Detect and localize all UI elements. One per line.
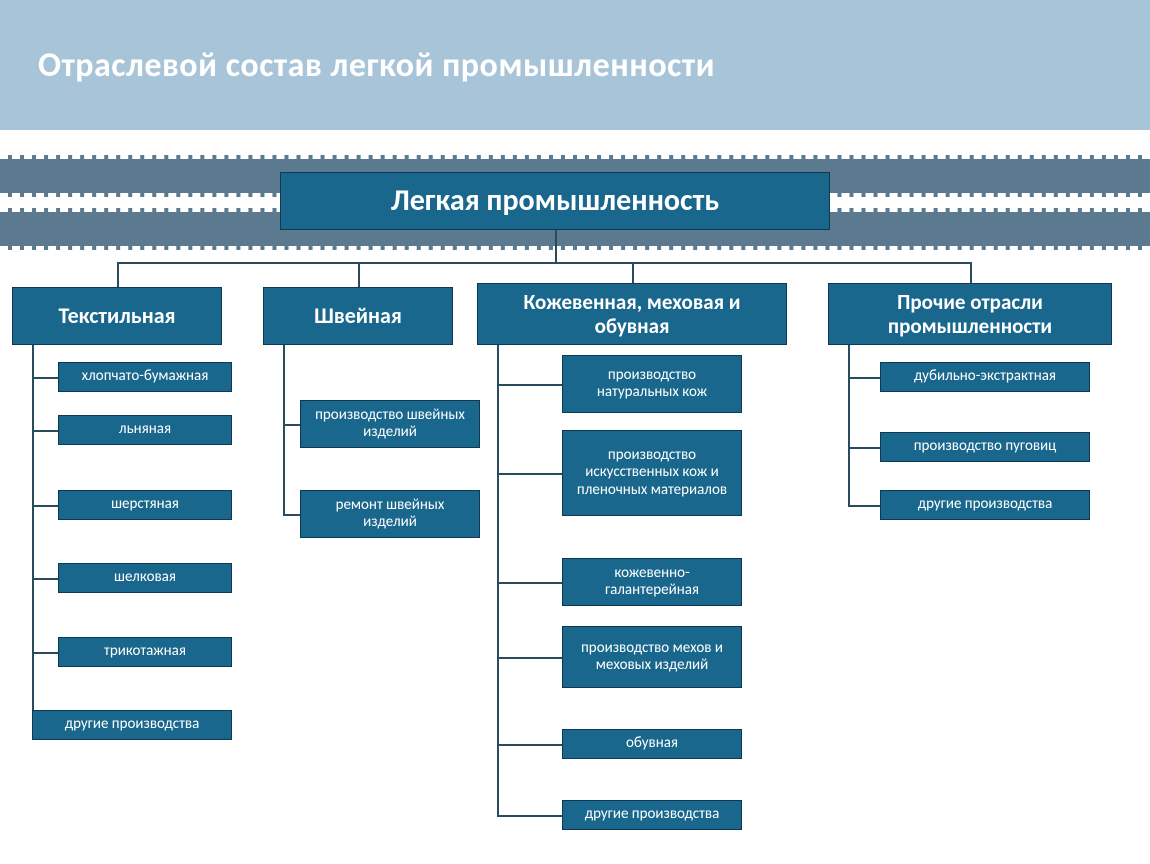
edge-tick-0-3 (32, 578, 58, 580)
node-child-t2: льняная (58, 415, 232, 445)
node-child-t4: шелковая (58, 563, 232, 593)
edge-tick-3-2 (848, 505, 880, 507)
node-child-s1: производство швейных изделий (300, 400, 480, 448)
edge-tick-2-2 (497, 582, 562, 584)
edge-tick-0-2 (32, 505, 58, 507)
edge-tick-2-3 (497, 657, 562, 659)
edge-branch-stub-2 (632, 262, 634, 283)
edge-tick-0-0 (32, 377, 58, 379)
node-child-l1: производство натуральных кож (562, 355, 742, 413)
edge-tick-3-1 (848, 447, 880, 449)
edge-spine-0 (32, 345, 34, 726)
node-child-t3: шерстяная (58, 490, 232, 520)
node-child-o3: другие производства (880, 490, 1090, 520)
edge-tick-2-5 (497, 815, 562, 817)
node-child-t1: хлопчато-бумажная (58, 362, 232, 392)
node-branch-other: Прочие отрасли промышленности (828, 283, 1112, 345)
node-child-o2: производство пуговиц (880, 432, 1090, 462)
node-child-l3: кожевенно-галантерейная (562, 558, 742, 606)
node-branch-textile: Текстильная (12, 287, 222, 345)
node-child-l6: другие производства (562, 800, 742, 830)
edge-branch-stub-0 (117, 262, 119, 287)
page-title: Отраслевой состав легкой промышленности (38, 45, 715, 86)
edge-spine-3 (848, 345, 850, 506)
edge-tick-2-0 (497, 384, 562, 386)
edge-branch-stub-3 (970, 262, 972, 283)
node-child-s2: ремонт швейных изделий (300, 490, 480, 538)
node-child-t6: другие производства (32, 710, 232, 740)
edge-tick-1-1 (283, 514, 300, 516)
node-child-l5: обувная (562, 729, 742, 759)
node-child-o1: дубильно-экстрактная (880, 362, 1090, 392)
edge-tick-2-4 (497, 744, 562, 746)
edge-tick-0-1 (32, 430, 58, 432)
node-root: Легкая промышленность (280, 172, 830, 230)
edge-tick-2-1 (497, 473, 562, 475)
node-child-l4: производство мехов и меховых изделий (562, 626, 742, 688)
edge-spine-1 (283, 345, 285, 515)
edge-tick-0-4 (32, 652, 58, 654)
edge-root-bus (117, 262, 972, 264)
edge-root-stub (555, 230, 557, 262)
node-child-l2: производство искусственных кож и пленочн… (562, 430, 742, 516)
title-band: Отраслевой состав легкой промышленности (0, 0, 1150, 130)
edge-tick-3-0 (848, 377, 880, 379)
edge-branch-stub-1 (358, 262, 360, 287)
node-branch-leather: Кожевенная, меховая и обувная (477, 283, 787, 345)
node-child-t5: трикотажная (58, 637, 232, 667)
node-branch-sewing: Швейная (263, 287, 453, 345)
edge-tick-1-0 (283, 424, 300, 426)
